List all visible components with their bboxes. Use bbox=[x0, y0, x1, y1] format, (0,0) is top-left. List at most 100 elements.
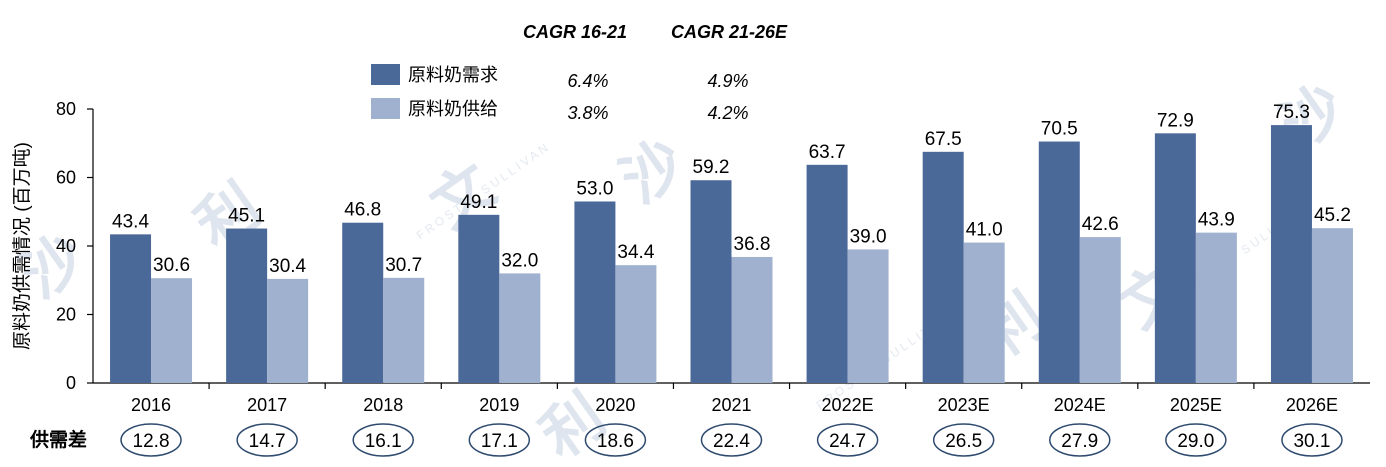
bar-demand bbox=[458, 214, 500, 383]
x-tick-label: 2024E bbox=[1054, 395, 1106, 415]
gap-value: 16.1 bbox=[365, 431, 402, 452]
data-label-supply: 43.9 bbox=[1198, 210, 1235, 231]
x-tick-label: 2018 bbox=[363, 395, 403, 415]
bar-supply bbox=[1311, 228, 1353, 383]
x-tick-label: 2023E bbox=[938, 395, 990, 415]
x-tick-label: 2021 bbox=[711, 395, 751, 415]
data-label-supply: 32.0 bbox=[501, 250, 538, 271]
watermark-glyph: 沙 bbox=[609, 126, 697, 215]
data-label-demand: 49.1 bbox=[460, 192, 497, 213]
legend: 原料奶需求 原料奶供给 bbox=[371, 64, 498, 119]
data-label-supply: 34.4 bbox=[617, 242, 654, 263]
bar-demand bbox=[1270, 125, 1312, 383]
data-label-supply: 45.2 bbox=[1314, 205, 1351, 226]
bar-demand bbox=[1154, 133, 1196, 383]
bar-demand bbox=[574, 201, 616, 383]
cagr-demand-21-26e: 4.9% bbox=[707, 71, 748, 91]
data-label-demand: 45.1 bbox=[228, 206, 265, 227]
gap-value: 24.7 bbox=[829, 431, 866, 452]
gap-ellipse bbox=[932, 423, 995, 457]
bar-supply bbox=[615, 265, 657, 383]
cagr-header-16-21: CAGR 16-21 bbox=[523, 22, 627, 42]
legend-swatch-demand bbox=[371, 64, 400, 85]
gap-ellipse bbox=[1049, 423, 1111, 457]
gap-value: 12.8 bbox=[133, 431, 170, 452]
bar-demand bbox=[226, 228, 268, 383]
bars: 43.4 30.6 2016 45.1 30.4 2017 46.8 30.7 2018 49.1… bbox=[110, 102, 1353, 415]
cagr-demand-16-21: 6.4% bbox=[567, 71, 608, 91]
gap-value: 27.9 bbox=[1061, 431, 1098, 452]
y-tick-label: 80 bbox=[56, 99, 76, 119]
gap-ellipse bbox=[352, 423, 414, 457]
gap-value: 30.1 bbox=[1293, 431, 1330, 452]
data-label-demand: 70.5 bbox=[1041, 119, 1078, 140]
y-axis-label: 原料奶供需情况 (百万吨) bbox=[11, 142, 33, 350]
data-label-demand: 46.8 bbox=[344, 200, 381, 221]
gap-value: 18.6 bbox=[597, 431, 634, 452]
gap-value: 14.7 bbox=[249, 431, 286, 452]
bar-supply bbox=[151, 278, 193, 383]
cagr-supply-21-26e: 4.2% bbox=[707, 103, 748, 123]
bar-supply bbox=[731, 256, 773, 383]
data-label-demand: 53.0 bbox=[576, 178, 613, 199]
bar-demand bbox=[110, 234, 152, 383]
bar-supply bbox=[963, 242, 1005, 383]
y-tick-label: 0 bbox=[66, 373, 76, 393]
y-tick-label: 60 bbox=[56, 168, 76, 188]
legend-label-demand: 原料奶需求 bbox=[408, 65, 498, 85]
bar-supply bbox=[1079, 237, 1121, 383]
bar-demand bbox=[342, 222, 384, 383]
bar-demand bbox=[1038, 141, 1080, 383]
data-label-demand: 59.2 bbox=[693, 157, 730, 178]
x-tick-label: 2016 bbox=[131, 395, 171, 415]
data-label-supply: 30.6 bbox=[153, 255, 190, 276]
data-label-supply: 30.7 bbox=[385, 255, 422, 276]
bar-demand bbox=[922, 151, 964, 383]
data-label-demand: 75.3 bbox=[1273, 102, 1310, 123]
data-label-supply: 42.6 bbox=[1082, 214, 1119, 235]
gap-ellipse bbox=[236, 423, 298, 457]
x-tick-label: 2025E bbox=[1170, 395, 1222, 415]
cagr-supply-16-21: 3.8% bbox=[567, 103, 608, 123]
legend-label-supply: 原料奶供给 bbox=[408, 99, 498, 119]
gap-ellipse bbox=[468, 423, 531, 457]
gap-ellipse bbox=[1165, 423, 1227, 457]
bar-supply bbox=[1195, 232, 1237, 383]
x-tick-label: 2017 bbox=[247, 395, 287, 415]
gap-ellipse bbox=[120, 423, 182, 457]
x-tick-label: 2026E bbox=[1286, 395, 1338, 415]
gap-ellipse bbox=[816, 423, 879, 457]
gap-row-label: 供需差 bbox=[29, 428, 87, 451]
data-label-supply: 30.4 bbox=[269, 256, 306, 277]
gap-row: 12.8 14.7 16.1 17.1 18.6 22.4 24.7 26.5 27.9 29.0… bbox=[120, 423, 1343, 457]
data-label-supply: 36.8 bbox=[734, 234, 771, 255]
data-label-supply: 41.0 bbox=[966, 220, 1003, 241]
x-tick-label: 2022E bbox=[822, 395, 874, 415]
gap-value: 26.5 bbox=[945, 431, 982, 452]
bar-demand bbox=[690, 180, 732, 383]
legend-swatch-supply bbox=[371, 98, 400, 119]
data-label-demand: 63.7 bbox=[809, 142, 846, 163]
y-tick-label: 20 bbox=[56, 305, 76, 325]
bar-supply bbox=[267, 278, 309, 383]
gap-ellipse bbox=[584, 423, 647, 457]
y-tick-label: 40 bbox=[56, 236, 76, 256]
bar-supply bbox=[499, 273, 541, 383]
data-label-demand: 67.5 bbox=[925, 129, 962, 150]
x-tick-label: 2019 bbox=[479, 395, 519, 415]
gap-value: 22.4 bbox=[713, 431, 750, 452]
gap-value: 29.0 bbox=[1177, 431, 1214, 452]
bar-supply bbox=[847, 249, 889, 383]
x-tick-label: 2020 bbox=[595, 395, 635, 415]
gap-ellipse bbox=[700, 423, 763, 457]
cagr-header-21-26e: CAGR 21-26E bbox=[671, 22, 788, 42]
bar-supply bbox=[383, 277, 425, 383]
data-label-demand: 43.4 bbox=[112, 211, 149, 232]
bar-demand bbox=[806, 164, 848, 383]
data-label-demand: 72.9 bbox=[1157, 110, 1194, 131]
data-label-supply: 39.0 bbox=[850, 226, 887, 247]
gap-ellipse bbox=[1281, 423, 1343, 457]
gap-value: 17.1 bbox=[481, 431, 518, 452]
